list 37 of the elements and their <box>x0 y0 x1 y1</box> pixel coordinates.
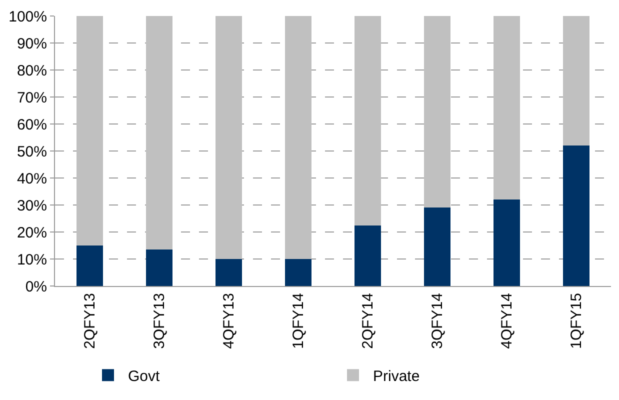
x-tick-label: 3QFY13 <box>151 293 168 349</box>
x-tick-label: 1QFY14 <box>290 293 308 349</box>
y-tick-label: 40% <box>16 170 47 188</box>
x-tick-label: 4QFY14 <box>498 293 516 349</box>
x-tick-label: 2QFY13 <box>82 293 99 349</box>
bar <box>494 200 520 286</box>
bar <box>76 16 103 246</box>
y-tick-label: 90% <box>16 35 47 52</box>
y-tick-label: 30% <box>16 197 47 214</box>
x-tick-label: 2QFY14 <box>360 293 377 349</box>
bar <box>216 16 242 259</box>
y-tick-label: 50% <box>16 143 47 160</box>
legend-label: Govt <box>128 368 161 385</box>
y-tick-label: 70% <box>16 89 47 106</box>
bar <box>424 208 450 286</box>
bar <box>563 146 590 286</box>
bar <box>285 259 312 286</box>
bar <box>76 246 103 286</box>
bar <box>354 16 381 226</box>
y-tick-label: 100% <box>8 8 47 26</box>
bar <box>424 16 450 208</box>
legend-label: Private <box>373 368 420 385</box>
x-tick-label: 3QFY14 <box>429 293 446 349</box>
bar <box>285 16 312 259</box>
bar <box>563 16 590 146</box>
y-tick-label: 60% <box>16 116 47 134</box>
y-tick-label: 0% <box>25 278 47 296</box>
y-tick-label: 20% <box>16 224 47 242</box>
bar <box>354 225 381 286</box>
y-tick-label: 80% <box>16 62 47 80</box>
x-tick-label: 4QFY13 <box>220 293 238 349</box>
x-tick-label: 1QFY15 <box>568 293 586 349</box>
y-tick-label: 10% <box>16 251 47 268</box>
bar <box>146 250 172 286</box>
bar <box>494 16 520 200</box>
bar <box>216 259 242 286</box>
bar <box>146 16 172 250</box>
